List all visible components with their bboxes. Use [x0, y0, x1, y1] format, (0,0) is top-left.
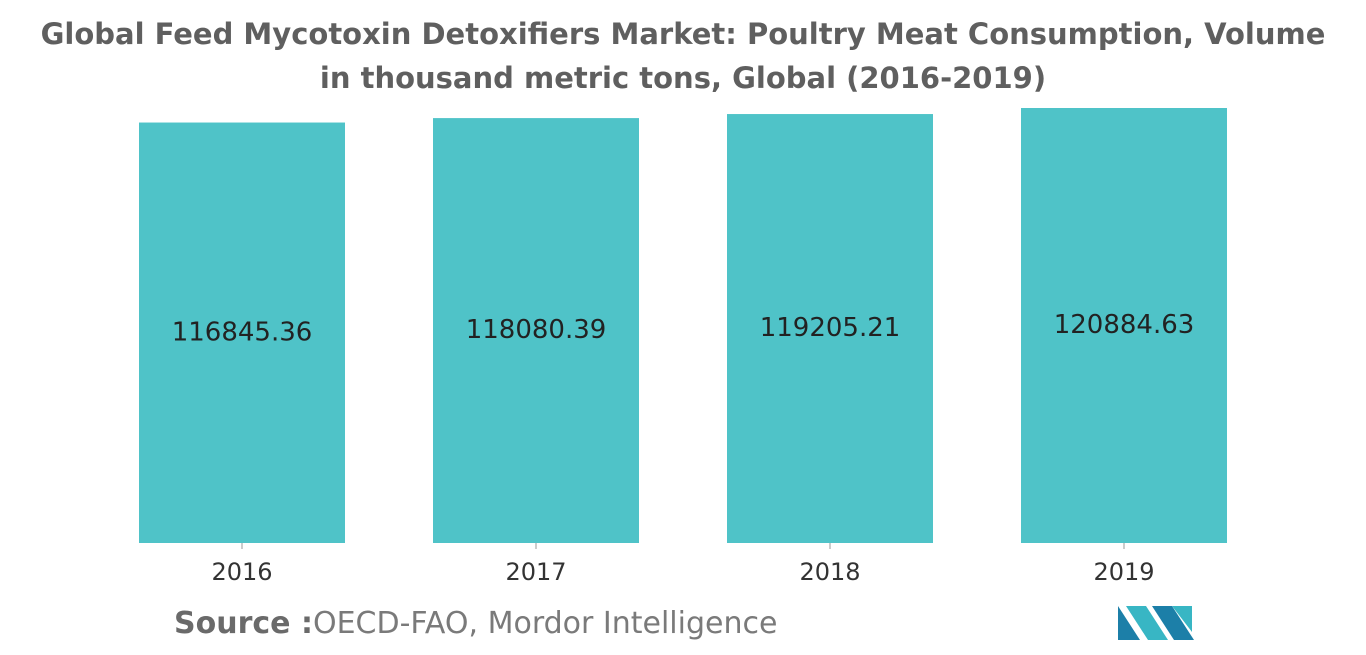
data-label: 118080.39	[466, 315, 607, 345]
x-tick-label: 2018	[799, 558, 860, 586]
x-tick-label: 2016	[211, 558, 272, 586]
source-text: OECD-FAO, Mordor Intelligence	[312, 606, 778, 641]
bar	[433, 118, 639, 544]
bar	[727, 114, 933, 544]
bar	[139, 122, 345, 543]
logo-shape	[1172, 606, 1192, 632]
source-label: Source :	[174, 606, 313, 641]
data-label: 119205.21	[760, 313, 901, 343]
data-label: 116845.36	[172, 317, 313, 347]
chart-title: Global Feed Mycotoxin Detoxifiers Market…	[40, 17, 1326, 95]
logo-shape	[1118, 606, 1140, 640]
logo-shape	[1152, 606, 1194, 640]
bar	[1021, 108, 1227, 543]
x-tick-label: 2019	[1093, 558, 1154, 586]
x-tick-label: 2017	[505, 558, 566, 586]
data-label: 120884.63	[1054, 310, 1195, 340]
logo	[1118, 606, 1194, 640]
logo-shape	[1126, 606, 1168, 640]
source: Source :OECD-FAO, Mordor Intelligence	[174, 606, 777, 641]
